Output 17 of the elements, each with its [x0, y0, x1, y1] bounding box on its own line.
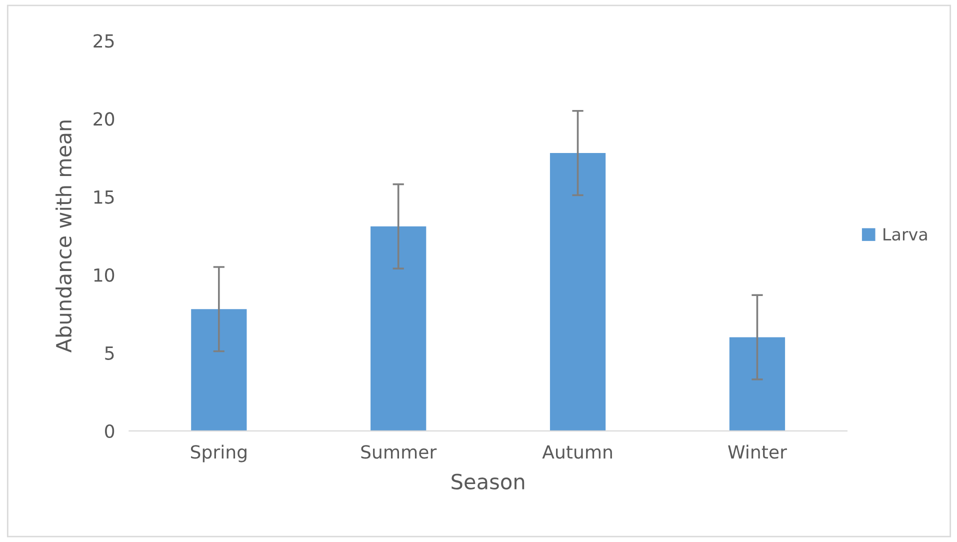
- x-tick-label: Spring: [190, 444, 246, 462]
- y-axis-title: Abundance with mean: [56, 120, 72, 353]
- x-tick-label: Winter: [728, 444, 787, 459]
- x-tick-label: Summer: [361, 445, 437, 459]
- y-tick-label: 10: [94, 268, 114, 282]
- legend-label: Larva: [884, 228, 927, 241]
- bar: [191, 309, 247, 431]
- y-tick-label: 15: [94, 190, 114, 204]
- bar: [550, 153, 606, 431]
- bar: [729, 337, 786, 431]
- x-axis-title: Season: [452, 474, 524, 490]
- y-tick-label: 0: [105, 424, 114, 438]
- y-tick-label: 5: [105, 346, 114, 360]
- y-tick-label: 25: [94, 34, 114, 48]
- bar: [370, 226, 426, 431]
- x-tick-label: Autumn: [542, 445, 612, 459]
- y-tick-label: 20: [94, 112, 114, 126]
